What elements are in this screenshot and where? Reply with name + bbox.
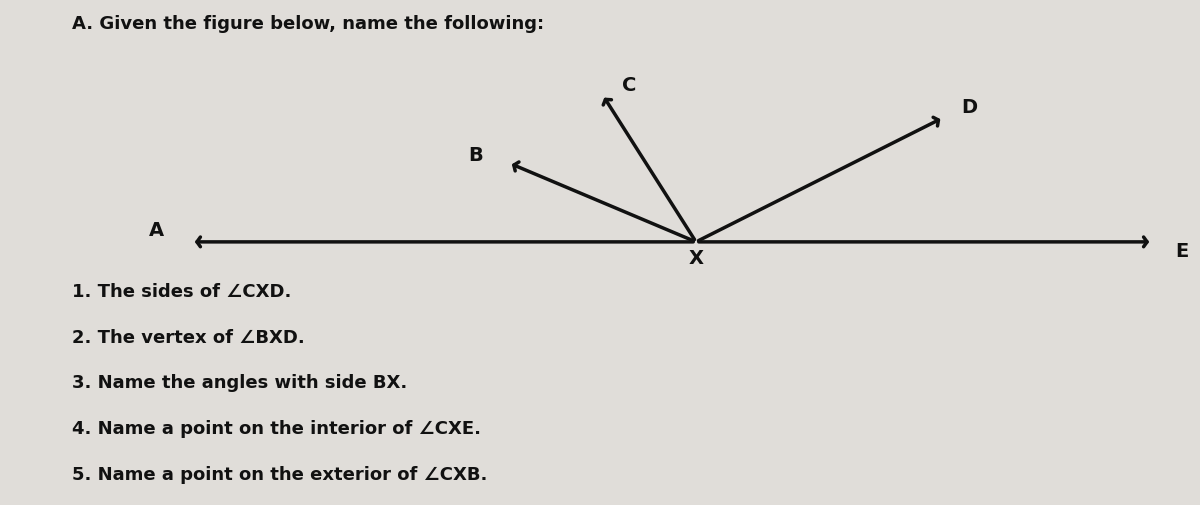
Text: 2. The vertex of ∠BXD.: 2. The vertex of ∠BXD. [72, 328, 305, 346]
Text: 1. The sides of ∠CXD.: 1. The sides of ∠CXD. [72, 283, 292, 301]
Text: X: X [689, 248, 703, 267]
Text: 4. Name a point on the interior of ∠CXE.: 4. Name a point on the interior of ∠CXE. [72, 419, 481, 437]
Text: E: E [1175, 242, 1189, 261]
Text: B: B [468, 145, 484, 164]
Text: 5. Name a point on the exterior of ∠CXB.: 5. Name a point on the exterior of ∠CXB. [72, 465, 487, 483]
Text: A: A [149, 220, 163, 239]
Text: 3. Name the angles with side BX.: 3. Name the angles with side BX. [72, 374, 407, 392]
Text: A. Given the figure below, name the following:: A. Given the figure below, name the foll… [72, 15, 544, 33]
Text: C: C [622, 75, 636, 94]
Text: D: D [961, 98, 977, 117]
